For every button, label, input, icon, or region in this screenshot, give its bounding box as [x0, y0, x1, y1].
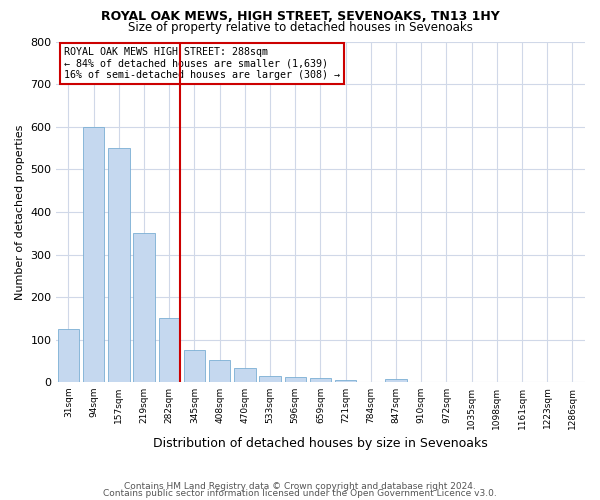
Bar [83, 126, 104, 382]
Text: Size of property relative to detached houses in Sevenoaks: Size of property relative to detached ho… [128, 21, 472, 34]
Bar [58, 329, 79, 382]
Bar [385, 380, 407, 382]
Text: ROYAL OAK MEWS, HIGH STREET, SEVENOAKS, TN13 1HY: ROYAL OAK MEWS, HIGH STREET, SEVENOAKS, … [101, 10, 499, 23]
Bar [184, 350, 205, 382]
Bar [209, 360, 230, 382]
Bar [284, 378, 306, 382]
Text: Contains public sector information licensed under the Open Government Licence v3: Contains public sector information licen… [103, 490, 497, 498]
Bar [158, 318, 180, 382]
Bar [335, 380, 356, 382]
Bar [234, 368, 256, 382]
X-axis label: Distribution of detached houses by size in Sevenoaks: Distribution of detached houses by size … [153, 437, 488, 450]
Bar [133, 233, 155, 382]
Text: Contains HM Land Registry data © Crown copyright and database right 2024.: Contains HM Land Registry data © Crown c… [124, 482, 476, 491]
Y-axis label: Number of detached properties: Number of detached properties [15, 124, 25, 300]
Text: ROYAL OAK MEWS HIGH STREET: 288sqm
← 84% of detached houses are smaller (1,639)
: ROYAL OAK MEWS HIGH STREET: 288sqm ← 84%… [64, 46, 340, 80]
Bar [310, 378, 331, 382]
Bar [108, 148, 130, 382]
Bar [259, 376, 281, 382]
